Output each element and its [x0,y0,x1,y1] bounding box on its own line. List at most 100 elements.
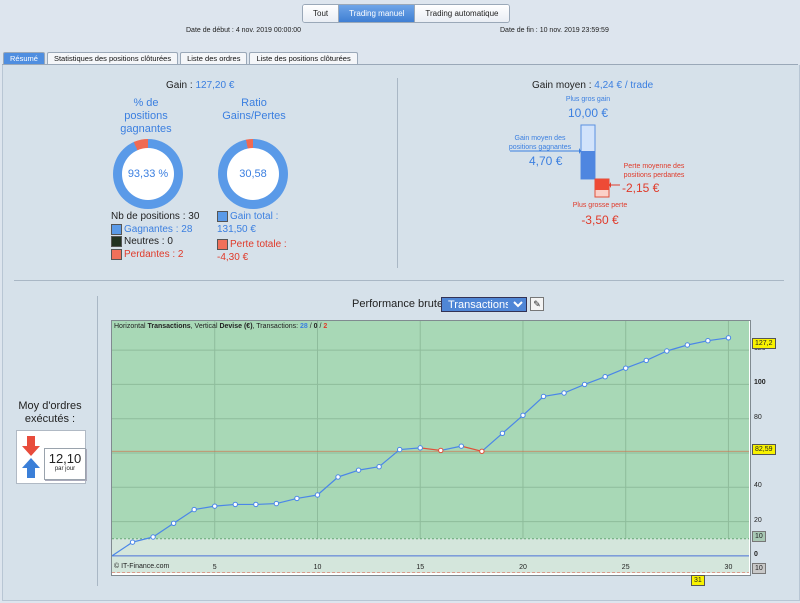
avg-gain-value: 4,24 € / trade [594,80,654,91]
y-tick-label: 80 [754,413,762,421]
positions-total: Nb de positions : 30 [111,211,200,222]
end-date: Date de fin : 10 nov. 2019 23:59:59 [500,27,609,34]
plot-area [112,321,749,539]
ratio-value: 30,58 [227,148,279,200]
series-segment [481,432,503,452]
tab-orders[interactable]: Liste des ordres [180,52,248,65]
report-tabs: Résumé Statistiques des positions clôtur… [3,52,360,65]
winrate-ring: 93,33 % [113,139,183,209]
orders-label: Moy d'ordres exécutés : [18,400,82,425]
data-point [396,446,403,453]
orders-card: 12,10 par jour [16,430,86,484]
tab-summary[interactable]: Résumé [3,52,45,65]
data-point [705,338,711,344]
orders-value-box: 12,10 par jour [44,448,86,480]
y-tick-label: 100 [754,379,766,387]
orders-value: 12,10 [48,451,82,466]
series-segment [378,449,401,468]
data-point [170,520,177,526]
data-point [561,390,567,396]
pct-title: % de positions gagnantes [120,97,172,135]
data-point [273,500,280,507]
data-point [664,348,670,354]
series-segment [173,509,195,524]
x-tick-label: 20 [519,564,527,571]
loss-total-text: Perte totale : -4,30 € [217,239,287,263]
series-segment [646,350,668,361]
data-point [355,467,362,473]
data-point [191,506,197,513]
mode-tab-all[interactable]: Tout [303,5,340,22]
data-point [479,448,485,454]
loss-total: Perte totale : -4,30 € [217,239,297,264]
perf-label: Performance brute [352,298,444,310]
series-segment [337,469,359,478]
losers-swatch [111,248,122,260]
performance-chart: 5 10 15 20 25 30 [112,321,749,573]
x-last-badge: 31 [691,575,705,586]
x-tick-label: 30 [725,564,733,571]
winners-swatch [111,223,122,235]
tab-closed-stats[interactable]: Statistiques des positions clôturées [46,52,179,65]
x-tick-label: 15 [416,564,424,571]
series-segment [687,340,709,346]
data-point [253,501,259,508]
perf-select[interactable]: Transactions [441,297,527,312]
start-date: Date de début : 4 nov. 2019 00:00:00 [186,27,302,34]
series-segment [625,359,647,369]
series-segment [707,337,729,342]
chart-v-value: Devise (€) [219,323,253,330]
data-point [438,447,444,454]
winners-count: Gagnantes : 28 [124,223,193,235]
top-band-badge: 10 [752,531,766,542]
x-tick-label: 5 [213,564,217,571]
series-segment [420,447,441,452]
chart-tx-sep1: / [307,323,314,330]
chart-tx-neutral: 0 [313,323,318,330]
series-segment [132,536,154,543]
series-segment [296,494,318,500]
data-point [684,342,691,348]
buy-sell-arrows-icon [22,436,40,478]
tab-closed-list[interactable]: Liste des positions clôturées [249,52,358,65]
chart-settings-icon[interactable]: ✎ [530,297,544,311]
data-point [540,393,547,400]
data-point [725,335,732,341]
data-point [602,374,608,380]
data-point [212,503,218,509]
avg-gain-label: Gain moyen : [532,80,595,91]
series-segment [194,505,215,511]
gain-header: Gain : 127,20 € [166,80,234,91]
chart-header: Horizontal Transactions, Vertical Devise… [114,323,327,330]
chart-tx-win: 28 [300,323,308,330]
series-segment [543,392,565,398]
chart-h-label: Horizontal [114,323,148,330]
series-segment [584,376,606,385]
data-point [376,464,382,470]
gain-total-text: Gain total : 131,50 € [217,211,279,235]
gain-total-swatch [217,211,228,222]
gain-label: Gain : [166,80,196,91]
data-point [129,539,136,545]
chart-tx-loss: 2 [323,323,328,330]
data-point [417,445,423,451]
losers-count: Perdantes : 2 [124,248,184,260]
series-segment [255,502,277,506]
winrate-value: 93,33 % [122,148,174,200]
y-tick-label: 40 [754,482,762,490]
series-segment [461,445,483,452]
mode-tab-auto[interactable]: Trading automatique [415,5,509,22]
mode-tab-manual[interactable]: Trading manuel [339,5,416,22]
data-point [150,534,156,540]
data-point [294,495,300,502]
bottom-band-badge: 10 [752,563,766,574]
orders-unit: par jour [54,466,76,472]
avg-loss-value: -2,15 € [622,181,660,195]
series-segment [563,383,585,394]
position-counts: Nb de positions : 30 Gagnantes : 28 Neut… [111,211,199,261]
neutral-count: Neutres : 0 [124,236,173,248]
series-segment [276,497,298,505]
data-point [623,365,629,371]
data-point [314,492,321,498]
series-segment [522,395,544,416]
